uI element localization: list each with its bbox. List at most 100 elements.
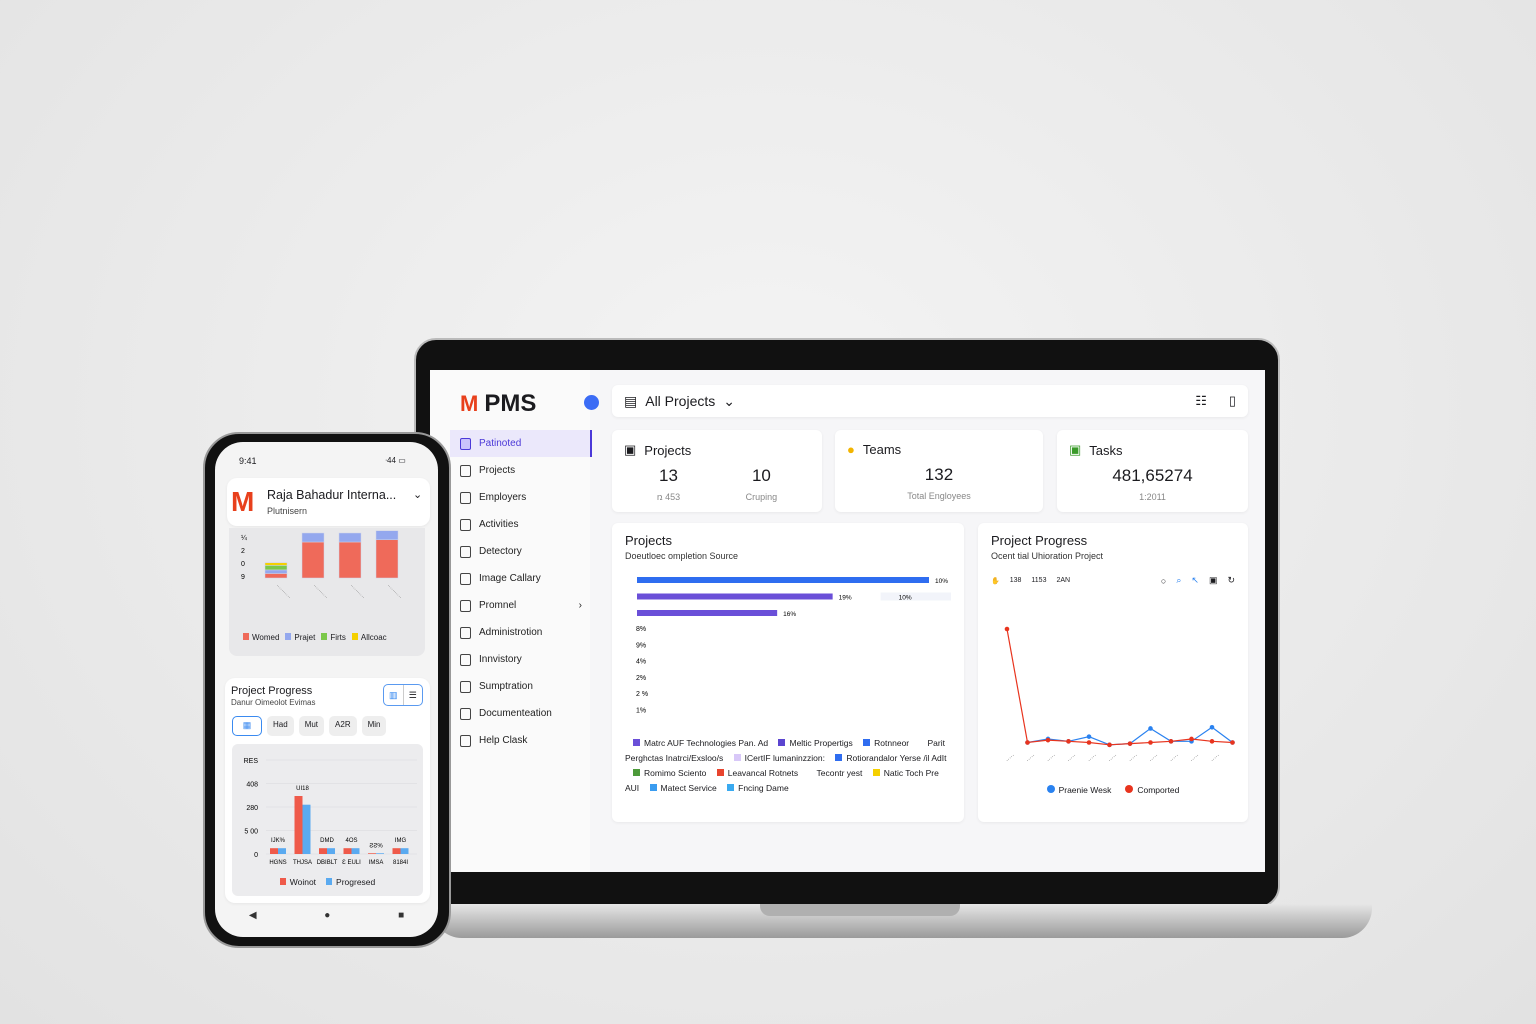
legend-item: Natic Toch Pre AUI (625, 768, 939, 793)
legend-label: Firts (330, 633, 346, 642)
home-icon[interactable]: ● (324, 910, 331, 921)
legend-item: Prajet (285, 633, 315, 642)
list-view-icon[interactable]: ☰ (402, 685, 423, 705)
list-view-icon[interactable]: ☷ (1195, 393, 1207, 408)
menu-icon (460, 599, 471, 612)
legend-label: Rotnneor (874, 738, 910, 748)
legend-item: Tecontr yest (817, 768, 865, 778)
legend-label: Womed (252, 633, 280, 642)
phone-bar-legend: Woinot Progresed (232, 877, 423, 887)
reset-icon[interactable]: ↻ (1227, 575, 1235, 585)
sidebar-nav: Patinoted Projects Employers Activities Dete… (450, 430, 592, 754)
y-tick-label: ¼ (241, 535, 247, 542)
app-title: PMS (484, 390, 537, 417)
legend-item: Parit Perghctas Inatrci/Exsloo/s (625, 738, 945, 763)
x-tick-label: ····· (1046, 753, 1058, 764)
sidebar-item[interactable]: Help Clask (450, 727, 592, 754)
card-title: Projects (644, 442, 692, 458)
app-logo[interactable]: M PMS (460, 390, 536, 418)
recents-icon[interactable]: ■ (398, 910, 405, 921)
notification-icon[interactable] (584, 395, 599, 410)
chevron-down-icon[interactable]: ⌄ (723, 392, 735, 409)
save-icon[interactable]: ▣ (1208, 575, 1218, 585)
sidebar-item[interactable]: Detectory (450, 538, 592, 565)
legend-label: Woinot (289, 877, 317, 887)
y-tick-label: 280 (246, 805, 258, 812)
legend-swatch (872, 769, 880, 776)
menu-icon (460, 437, 471, 450)
bar-label: UI18 (296, 786, 309, 792)
bar-label: 16% (783, 611, 796, 618)
hand-icon[interactable]: ✋ (991, 577, 1000, 585)
data-point (1066, 739, 1071, 744)
circle-icon[interactable]: ○ (1160, 575, 1167, 586)
sidebar-item[interactable]: Projects (450, 457, 592, 484)
pan-icon[interactable]: ↖ (1191, 575, 1199, 585)
bar (392, 848, 401, 854)
tab-a2r[interactable]: A2R (329, 716, 357, 736)
legend-label: Praenie Wesk (1058, 785, 1112, 795)
legend-item: Matect Service (642, 783, 720, 793)
bar-label: DMD (320, 838, 334, 844)
sidebar-item-label: Activities (479, 519, 519, 530)
menu-icon (460, 626, 471, 639)
bar-label: 10% (935, 578, 948, 585)
zoom-icon[interactable]: ⌕ (1176, 575, 1182, 585)
stat-card-tasks[interactable]: ▣ Tasks 481,65274 1:2011 (1057, 430, 1248, 512)
sidebar-item[interactable]: Innvistory (450, 646, 592, 673)
back-icon[interactable]: ◀ (248, 910, 257, 921)
menu-icon (460, 545, 471, 558)
sidebar-item[interactable]: Employers (450, 484, 592, 511)
bar (319, 848, 327, 854)
legend-label: Matect Service (660, 783, 717, 793)
bar-label: 10% (899, 595, 912, 602)
calendar-tab-icon[interactable]: ▦ (232, 716, 262, 736)
menu-icon (460, 491, 471, 504)
bar (637, 610, 778, 616)
bar-label: IMG (395, 838, 407, 844)
stacked-bar-segment (301, 532, 325, 543)
toolbar-value: 138 (1009, 577, 1022, 584)
stacked-bar-segment (375, 539, 399, 579)
company-selector[interactable]: M Raja Bahadur Interna... Plutnisern ⌄ (227, 478, 430, 526)
stat-sub: ռ 453 (656, 492, 681, 502)
toolbar-value: 1153 (1031, 577, 1047, 584)
sidebar-item[interactable]: Image Callary (450, 565, 592, 592)
book-icon[interactable]: ▯ (1228, 393, 1236, 408)
bar (637, 593, 833, 600)
project-select[interactable]: All Projects (645, 393, 716, 409)
sidebar-item[interactable]: Patinoted (450, 430, 592, 457)
bar (302, 804, 311, 854)
tab-mut[interactable]: Mut (298, 716, 325, 736)
x-tick-label: ····· (1107, 753, 1119, 764)
x-tick-label: IMSA (369, 860, 384, 866)
sidebar-item[interactable]: Activities (450, 511, 592, 538)
stat-card-projects[interactable]: ▣ Projects 13 ռ 453 10 Cruping (612, 430, 822, 512)
bar (343, 848, 352, 854)
stat-card-teams[interactable]: ● Teams 132 Total Engloyees (835, 430, 1043, 512)
legend-label: ICertIF lumaninzzion: (744, 753, 825, 763)
chart-legend: Matrc AUF Technologies Pan. Ad Meltic Pr… (625, 736, 951, 796)
x-tick-label: ····· (1189, 753, 1201, 764)
tab-had[interactable]: Had (267, 716, 294, 736)
sidebar-item[interactable]: Sumptration (450, 673, 592, 700)
y-tick-label: 5 00 (244, 829, 258, 836)
tab-min[interactable]: Min (361, 716, 387, 736)
sidebar-item[interactable]: Documenteation (450, 700, 592, 727)
y-tick-label: 2% (636, 675, 646, 682)
legend-label: Meltic Propertigs (789, 738, 853, 748)
chevron-down-icon[interactable]: ⌄ (413, 489, 423, 501)
data-point (1107, 742, 1112, 748)
sidebar-item[interactable]: Administrotion (450, 619, 592, 646)
chart-view-icon[interactable]: ▥ (388, 690, 398, 700)
phone-stacked-chart-card: ¼ 2 0 9 ··········· ··········· ··········· ···… (229, 528, 425, 656)
x-tick-label: ··········· (386, 583, 403, 600)
legend-swatch (863, 739, 871, 746)
data-point (1189, 736, 1194, 742)
data-point (1045, 737, 1051, 743)
bar (376, 853, 384, 854)
bar (294, 796, 303, 854)
y-tick-label: 0 (241, 561, 245, 568)
sidebar-item[interactable]: Promnel › (450, 592, 592, 619)
data-point (1230, 740, 1235, 745)
